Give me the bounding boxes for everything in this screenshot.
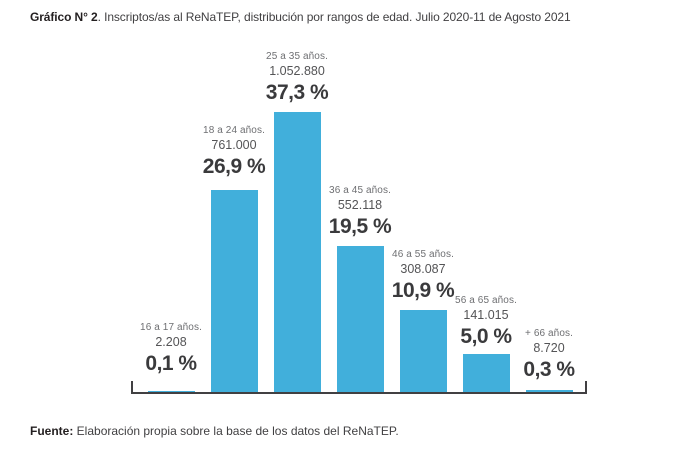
chart-title: Gráfico N° 2. Inscriptos/as al ReNaTEP, …: [30, 10, 660, 25]
bar: [210, 190, 258, 392]
source-note-text: Elaboración propia sobre la base de los …: [73, 424, 399, 438]
bar: [273, 112, 321, 392]
x-axis-right-tick: [585, 381, 587, 393]
chart-title-text: . Inscriptos/as al ReNaTEP, distribución…: [97, 10, 571, 24]
source-note: Fuente: Elaboración propia sobre la base…: [30, 424, 650, 439]
bar-category-label: + 66 años.: [525, 328, 573, 339]
bar: [147, 391, 195, 392]
bar-category-label: 25 a 35 años.: [266, 51, 328, 62]
bar-count-label: 1.052.880: [269, 64, 325, 78]
bar-percent-label: 37,3 %: [265, 81, 329, 104]
chart-title-number: Gráfico N° 2: [30, 10, 98, 24]
bar: [525, 390, 573, 392]
x-axis-left-tick: [131, 381, 133, 393]
x-axis-line: [131, 392, 587, 394]
bar: [462, 354, 510, 392]
bar-label-group: 25 a 35 años. 1.052.880 37,3 %: [197, 50, 397, 104]
source-note-label: Fuente:: [30, 424, 74, 438]
bar-category-label: 56 a 65 años.: [455, 295, 517, 306]
bar: [399, 310, 447, 392]
bar: [336, 246, 384, 392]
